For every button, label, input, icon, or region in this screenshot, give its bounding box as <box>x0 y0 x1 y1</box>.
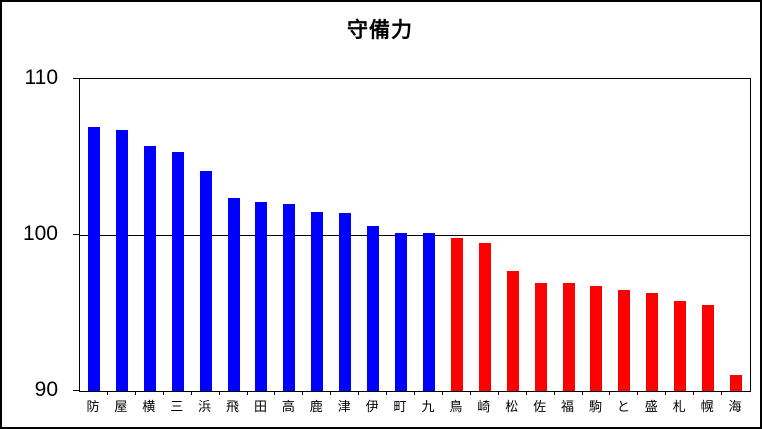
x-axis-tick <box>386 391 387 395</box>
x-axis-label-屋: 屋 <box>114 399 128 414</box>
y-axis-label-90: 90 <box>34 378 58 401</box>
x-axis-tick <box>554 391 555 395</box>
x-axis-tick <box>219 391 220 395</box>
bar-高 <box>283 204 296 391</box>
bar-津 <box>339 213 352 391</box>
x-axis-label-鳥: 鳥 <box>449 399 463 414</box>
bar-屋 <box>115 130 128 391</box>
plot-area <box>79 78 751 392</box>
y-axis-label-100: 100 <box>22 222 58 245</box>
bar-飛 <box>227 198 240 391</box>
bar-福 <box>562 283 575 391</box>
bar-駒 <box>590 286 603 391</box>
bar-横 <box>143 146 156 391</box>
x-axis-label-札: 札 <box>672 399 686 414</box>
y-axis-label-110: 110 <box>24 66 58 89</box>
bar-海 <box>730 375 743 391</box>
x-axis-label-と: と <box>616 399 630 414</box>
gridline-100 <box>80 235 750 236</box>
x-axis-label-佐: 佐 <box>533 399 547 414</box>
x-axis-label-崎: 崎 <box>477 399 491 414</box>
x-axis-tick <box>330 391 331 395</box>
x-axis-label-盛: 盛 <box>644 399 658 414</box>
bar-伊 <box>367 226 380 391</box>
x-axis-tick <box>163 391 164 395</box>
x-axis-tick <box>637 391 638 395</box>
y-axis-tick-110 <box>73 78 80 79</box>
x-axis-tick <box>274 391 275 395</box>
x-axis-label-田: 田 <box>253 399 267 414</box>
bar-田 <box>255 202 268 391</box>
x-axis-tick <box>582 391 583 395</box>
x-axis-tick <box>135 391 136 395</box>
x-axis-label-飛: 飛 <box>226 399 240 414</box>
chart-title: 守備力 <box>347 19 413 42</box>
bar-佐 <box>534 283 547 391</box>
x-axis-label-福: 福 <box>561 399 575 414</box>
x-axis-tick <box>191 391 192 395</box>
bar-防 <box>87 127 100 391</box>
bar-盛 <box>646 293 659 391</box>
bar-札 <box>674 301 687 391</box>
x-axis-tick <box>302 391 303 395</box>
x-axis-label-幌: 幌 <box>700 399 714 414</box>
bar-幌 <box>702 305 715 391</box>
x-axis-label-浜: 浜 <box>198 399 212 414</box>
x-axis-label-伊: 伊 <box>365 399 379 414</box>
bar-松 <box>506 271 519 391</box>
x-axis-label-津: 津 <box>337 399 351 414</box>
x-axis-label-海: 海 <box>728 399 742 414</box>
x-axis-tick <box>442 391 443 395</box>
x-axis-tick <box>665 391 666 395</box>
x-axis-label-鹿: 鹿 <box>309 399 323 414</box>
x-axis-label-横: 横 <box>142 399 156 414</box>
x-axis-label-松: 松 <box>505 399 519 414</box>
bar-三 <box>171 152 184 391</box>
x-axis-tick <box>498 391 499 395</box>
x-axis-label-防: 防 <box>86 399 100 414</box>
x-axis-tick <box>526 391 527 395</box>
x-axis-label-駒: 駒 <box>588 399 602 414</box>
bar-鹿 <box>311 212 324 391</box>
y-axis-tick-100 <box>73 234 80 235</box>
bar-崎 <box>478 243 491 391</box>
x-axis-tick <box>609 391 610 395</box>
x-axis-tick <box>247 391 248 395</box>
x-axis-tick <box>693 391 694 395</box>
x-axis-label-三: 三 <box>170 399 184 414</box>
x-axis-tick <box>470 391 471 395</box>
bar-と <box>618 290 631 391</box>
x-axis-label-高: 高 <box>281 399 295 414</box>
x-axis-tick <box>358 391 359 395</box>
bar-町 <box>395 233 408 391</box>
y-axis-tick-90 <box>73 390 80 391</box>
bar-九 <box>422 233 435 391</box>
bar-浜 <box>199 171 212 391</box>
x-axis-tick <box>414 391 415 395</box>
x-axis-label-町: 町 <box>393 399 407 414</box>
x-axis-tick <box>721 391 722 395</box>
bar-鳥 <box>450 238 463 391</box>
x-axis-label-九: 九 <box>421 399 435 414</box>
x-axis-tick <box>107 391 108 395</box>
